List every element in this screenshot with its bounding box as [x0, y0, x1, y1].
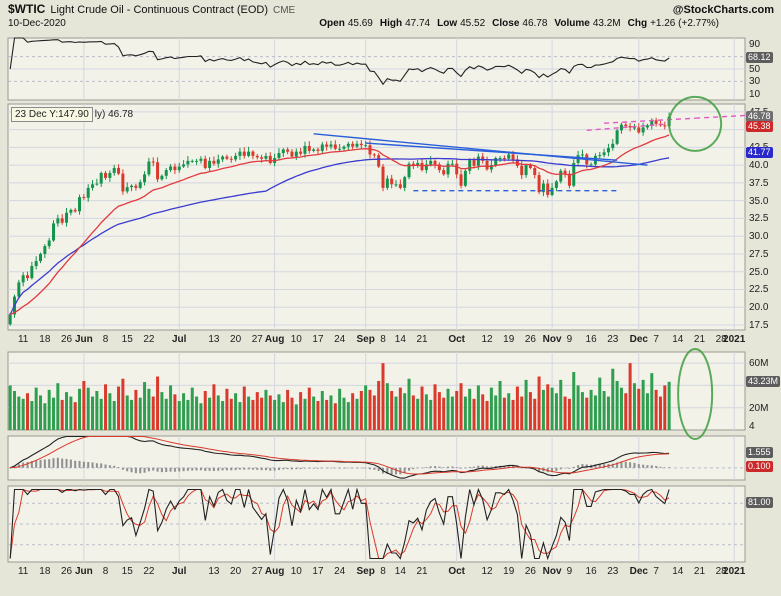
low-value: 45.52	[460, 18, 486, 29]
volume-value: 43.2M	[592, 18, 621, 29]
close-value: 46.78	[522, 18, 548, 29]
chg-value: +1.26 (+2.77%)	[650, 18, 719, 29]
quote-summary: Open 45.69 High 47.74 Low 45.52 Close 46.78 Volu…	[312, 18, 719, 29]
legend-partial: ly) 46.78	[94, 109, 134, 120]
chart-header: $WTIC Light Crude Oil - Continuous Contr…	[8, 2, 774, 29]
exchange-label: CME	[273, 5, 296, 16]
chart-title: Light Crude Oil - Continuous Contract (E…	[50, 4, 268, 16]
low-label: Low	[437, 18, 458, 29]
tooltip-value: 23 Dec Y:147.90	[11, 107, 93, 122]
chg-label: Chg	[627, 18, 648, 29]
stockcharts-link[interactable]: @StockCharts.com	[672, 4, 774, 16]
crosshair-tooltip: 23 Dec Y:147.90 ly) 46.78	[11, 107, 133, 122]
high-value: 47.74	[405, 18, 431, 29]
high-label: High	[379, 18, 403, 29]
chart-date: 10-Dec-2020	[8, 18, 66, 29]
ticker-symbol: $WTIC	[8, 2, 46, 16]
open-label: Open	[319, 18, 345, 29]
open-value: 45.69	[347, 18, 373, 29]
close-label: Close	[492, 18, 520, 29]
volume-label: Volume	[554, 18, 590, 29]
